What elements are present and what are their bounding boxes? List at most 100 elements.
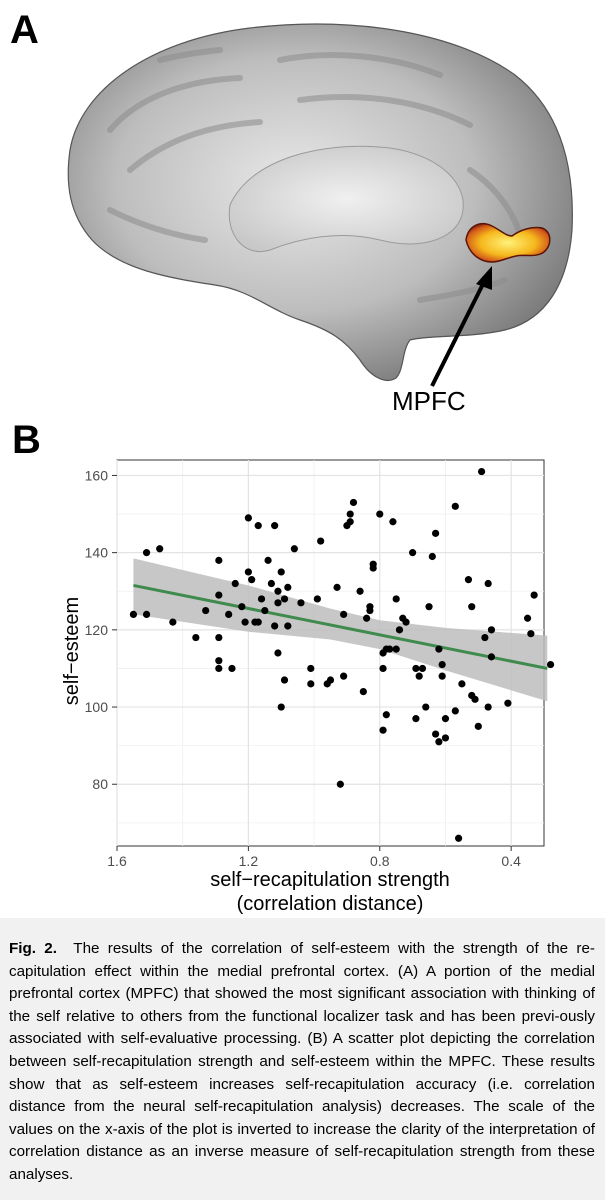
- x-tick-label: 1.2: [239, 853, 259, 869]
- data-point: [415, 672, 423, 680]
- data-point: [284, 583, 292, 591]
- data-point: [428, 552, 436, 561]
- data-point: [441, 715, 450, 723]
- x-tick-label: 0.4: [501, 853, 521, 869]
- data-point: [271, 522, 279, 530]
- data-point: [280, 676, 289, 684]
- data-point: [241, 618, 249, 626]
- fit-line: [133, 583, 548, 670]
- data-point: [432, 529, 440, 537]
- data-point: [402, 618, 410, 626]
- data-point: [333, 583, 341, 591]
- data-point: [487, 626, 496, 634]
- data-point: [313, 595, 321, 603]
- data-point: [231, 579, 239, 588]
- data-point: [451, 707, 459, 715]
- y-tick-label: 80: [92, 776, 108, 792]
- data-point: [412, 715, 420, 723]
- data-point: [215, 633, 223, 642]
- data-point: [142, 610, 151, 618]
- caption-background: [0, 918, 605, 1200]
- data-point: [257, 595, 266, 603]
- data-point: [366, 606, 374, 615]
- data-point: [274, 587, 282, 595]
- x-ticks: 1.6 1.2 0.8 0.4: [107, 846, 521, 869]
- x-axis-label-line2: (correlation distance): [237, 893, 424, 915]
- corpus-callosum-region: [228, 145, 464, 252]
- data-point: [356, 587, 364, 595]
- data-point: [277, 568, 285, 576]
- figure-caption: Fig. 2. The results of the correlation o…: [9, 938, 595, 1187]
- data-point: [530, 591, 538, 599]
- data-point: [346, 518, 354, 526]
- mpfc-arrow-head: [476, 266, 492, 290]
- data-point: [254, 522, 262, 530]
- data-point: [504, 699, 512, 707]
- caption-text: The results of the correlation of self-e…: [9, 940, 595, 1183]
- data-point: [215, 591, 223, 599]
- data-point: [346, 510, 354, 518]
- data-point: [254, 618, 262, 626]
- data-point: [484, 579, 492, 588]
- data-point: [340, 610, 348, 618]
- mpfc-label: MPFC: [392, 386, 466, 416]
- data-point: [264, 556, 272, 564]
- data-point: [297, 599, 305, 607]
- data-point: [477, 467, 486, 476]
- data-point: [412, 664, 420, 673]
- data-point: [215, 657, 223, 665]
- data-point: [244, 568, 252, 576]
- data-point: [422, 703, 430, 711]
- y-ticks: 80 100 120 140 160: [85, 467, 117, 792]
- data-point: [386, 645, 394, 653]
- data-point: [379, 726, 387, 734]
- data-point: [441, 734, 450, 742]
- data-point: [261, 606, 269, 615]
- y-axis-label: self−esteem: [61, 597, 83, 705]
- data-point: [215, 556, 223, 564]
- data-point: [369, 564, 377, 572]
- data-point: [379, 664, 387, 673]
- mpfc-activation-blob: [465, 222, 551, 263]
- data-point: [455, 834, 463, 842]
- data-point: [290, 545, 298, 553]
- data-point: [487, 653, 496, 661]
- data-point: [468, 603, 476, 611]
- data-point: [425, 603, 433, 611]
- data-point: [409, 549, 417, 557]
- x-axis-label-line1: self−recapitulation strength: [210, 869, 450, 891]
- y-tick-label: 160: [85, 467, 109, 483]
- data-point: [395, 626, 404, 634]
- data-point: [326, 676, 335, 684]
- data-point: [458, 680, 466, 688]
- data-point: [382, 711, 390, 719]
- data-point: [317, 537, 325, 545]
- data-point: [225, 610, 233, 618]
- data-point: [244, 514, 252, 522]
- data-point: [435, 645, 443, 653]
- data-point: [363, 614, 371, 622]
- data-points: [129, 467, 555, 842]
- data-point: [192, 633, 200, 642]
- data-point: [129, 610, 138, 618]
- y-tick-label: 120: [85, 622, 109, 638]
- data-point: [523, 614, 532, 622]
- panel-a-label: A: [10, 8, 39, 52]
- data-point: [277, 703, 285, 711]
- data-point: [392, 645, 400, 653]
- data-point: [271, 622, 279, 630]
- caption-label: Fig. 2.: [9, 940, 57, 957]
- data-point: [376, 510, 384, 518]
- data-point: [215, 664, 223, 673]
- brain-medial-surface-image: [67, 23, 573, 387]
- y-tick-label: 140: [85, 545, 109, 561]
- data-point: [274, 649, 282, 657]
- data-point: [471, 695, 479, 703]
- data-point: [435, 738, 443, 746]
- data-point: [432, 730, 440, 738]
- data-point: [156, 545, 164, 553]
- x-tick-label: 0.8: [370, 853, 390, 869]
- data-point: [349, 498, 358, 507]
- data-point: [280, 595, 289, 603]
